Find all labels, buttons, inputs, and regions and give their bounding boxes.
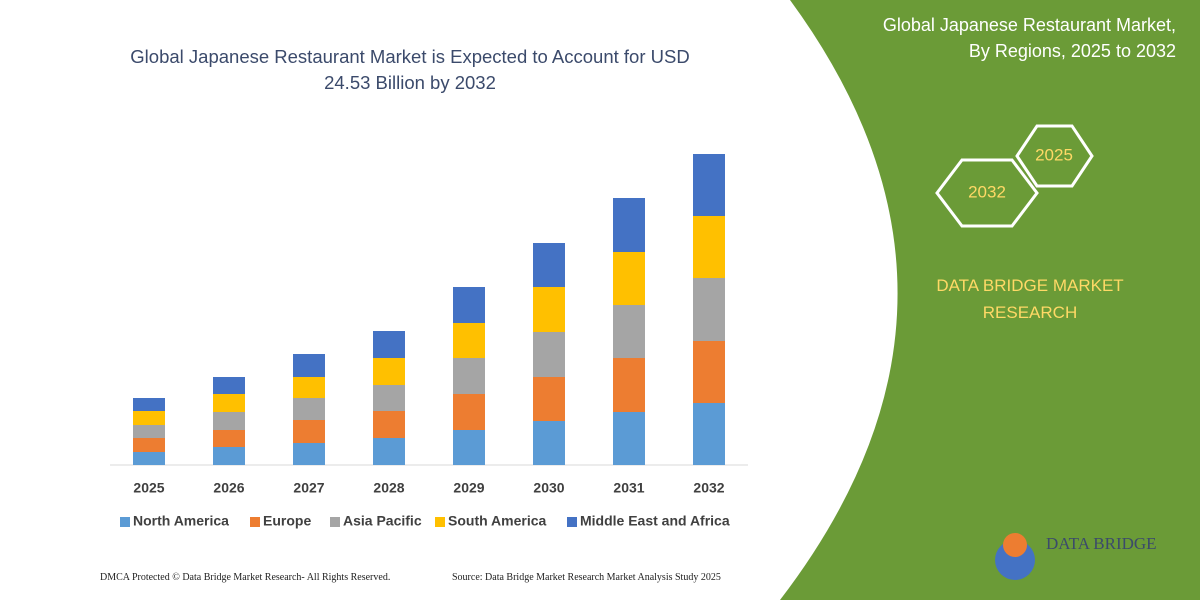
bar-segment: [133, 411, 165, 425]
legend-label: Middle East and Africa: [580, 513, 730, 529]
bar-segment: [373, 358, 405, 385]
bar-segment: [133, 452, 165, 465]
bar-segment: [293, 398, 325, 420]
brand: DATA BRIDGE MARKET RESEARCH: [936, 276, 1124, 322]
bar-segment: [213, 447, 245, 465]
chart-title: Global Japanese Restaurant Market is Exp…: [130, 46, 690, 93]
bar-segment: [133, 398, 165, 411]
x-tick-label: 2032: [693, 480, 724, 496]
bar-segment: [693, 154, 725, 216]
side-panel: [780, 0, 1200, 600]
footer-right: Source: Data Bridge Market Research Mark…: [452, 572, 721, 583]
bar-segment: [533, 377, 565, 421]
x-tick-label: 2025: [133, 480, 164, 496]
panel-title: Global Japanese Restaurant Market, By Re…: [882, 15, 1176, 61]
bar-segment: [133, 425, 165, 438]
footer-left: DMCA Protected © Data Bridge Market Rese…: [100, 572, 391, 583]
hexagon-label: 2032: [968, 182, 1006, 201]
legend-label: North America: [133, 513, 229, 529]
bar-segment: [533, 287, 565, 332]
x-tick-label: 2026: [213, 480, 244, 496]
bar-segment: [453, 358, 485, 394]
legend-swatch: [435, 517, 445, 527]
x-tick-label: 2029: [453, 480, 484, 496]
legend-label: Europe: [263, 513, 311, 529]
bar-segment: [453, 287, 485, 323]
x-tick-label: 2031: [613, 480, 644, 496]
bar-segment: [293, 354, 325, 377]
bar-segment: [453, 394, 485, 430]
x-tick-label: 2028: [373, 480, 404, 496]
bar-segment: [693, 216, 725, 278]
bar-segment: [373, 385, 405, 411]
bar-segment: [613, 198, 645, 252]
legend-swatch: [120, 517, 130, 527]
bar-segment: [373, 331, 405, 358]
legend-swatch: [330, 517, 340, 527]
legend-swatch: [250, 517, 260, 527]
x-tick-label: 2027: [293, 480, 324, 496]
bar-segment: [613, 252, 645, 305]
bar-segment: [533, 243, 565, 287]
legend-label: South America: [448, 513, 546, 529]
logo-icon: [1003, 533, 1027, 557]
bar-segment: [533, 332, 565, 377]
bar-segment: [613, 412, 645, 465]
bar-segment: [453, 430, 485, 465]
bar-segment: [213, 412, 245, 430]
bar-segment: [613, 305, 645, 358]
bar-segment: [453, 323, 485, 358]
x-tick-label: 2030: [533, 480, 564, 496]
bar-segment: [133, 438, 165, 452]
legend-label: Asia Pacific: [343, 513, 422, 529]
bar-segment: [213, 377, 245, 394]
bar-segment: [213, 394, 245, 412]
bar-segment: [533, 421, 565, 465]
bar-segment: [693, 403, 725, 465]
bar-segment: [693, 278, 725, 341]
hexagon: [935, 158, 1039, 228]
bar-segment: [293, 377, 325, 398]
legend-swatch: [567, 517, 577, 527]
bar-segment: [213, 430, 245, 447]
bar-segment: [293, 443, 325, 465]
hexagon: [1015, 124, 1094, 188]
bar-segment: [373, 411, 405, 438]
bar-segment: [693, 341, 725, 403]
bar-segment: [613, 358, 645, 412]
bar-segment: [373, 438, 405, 465]
bar-segment: [293, 420, 325, 443]
logo-text: DATA BRIDGE: [1046, 534, 1157, 553]
hexagon-label: 2025: [1035, 145, 1073, 164]
